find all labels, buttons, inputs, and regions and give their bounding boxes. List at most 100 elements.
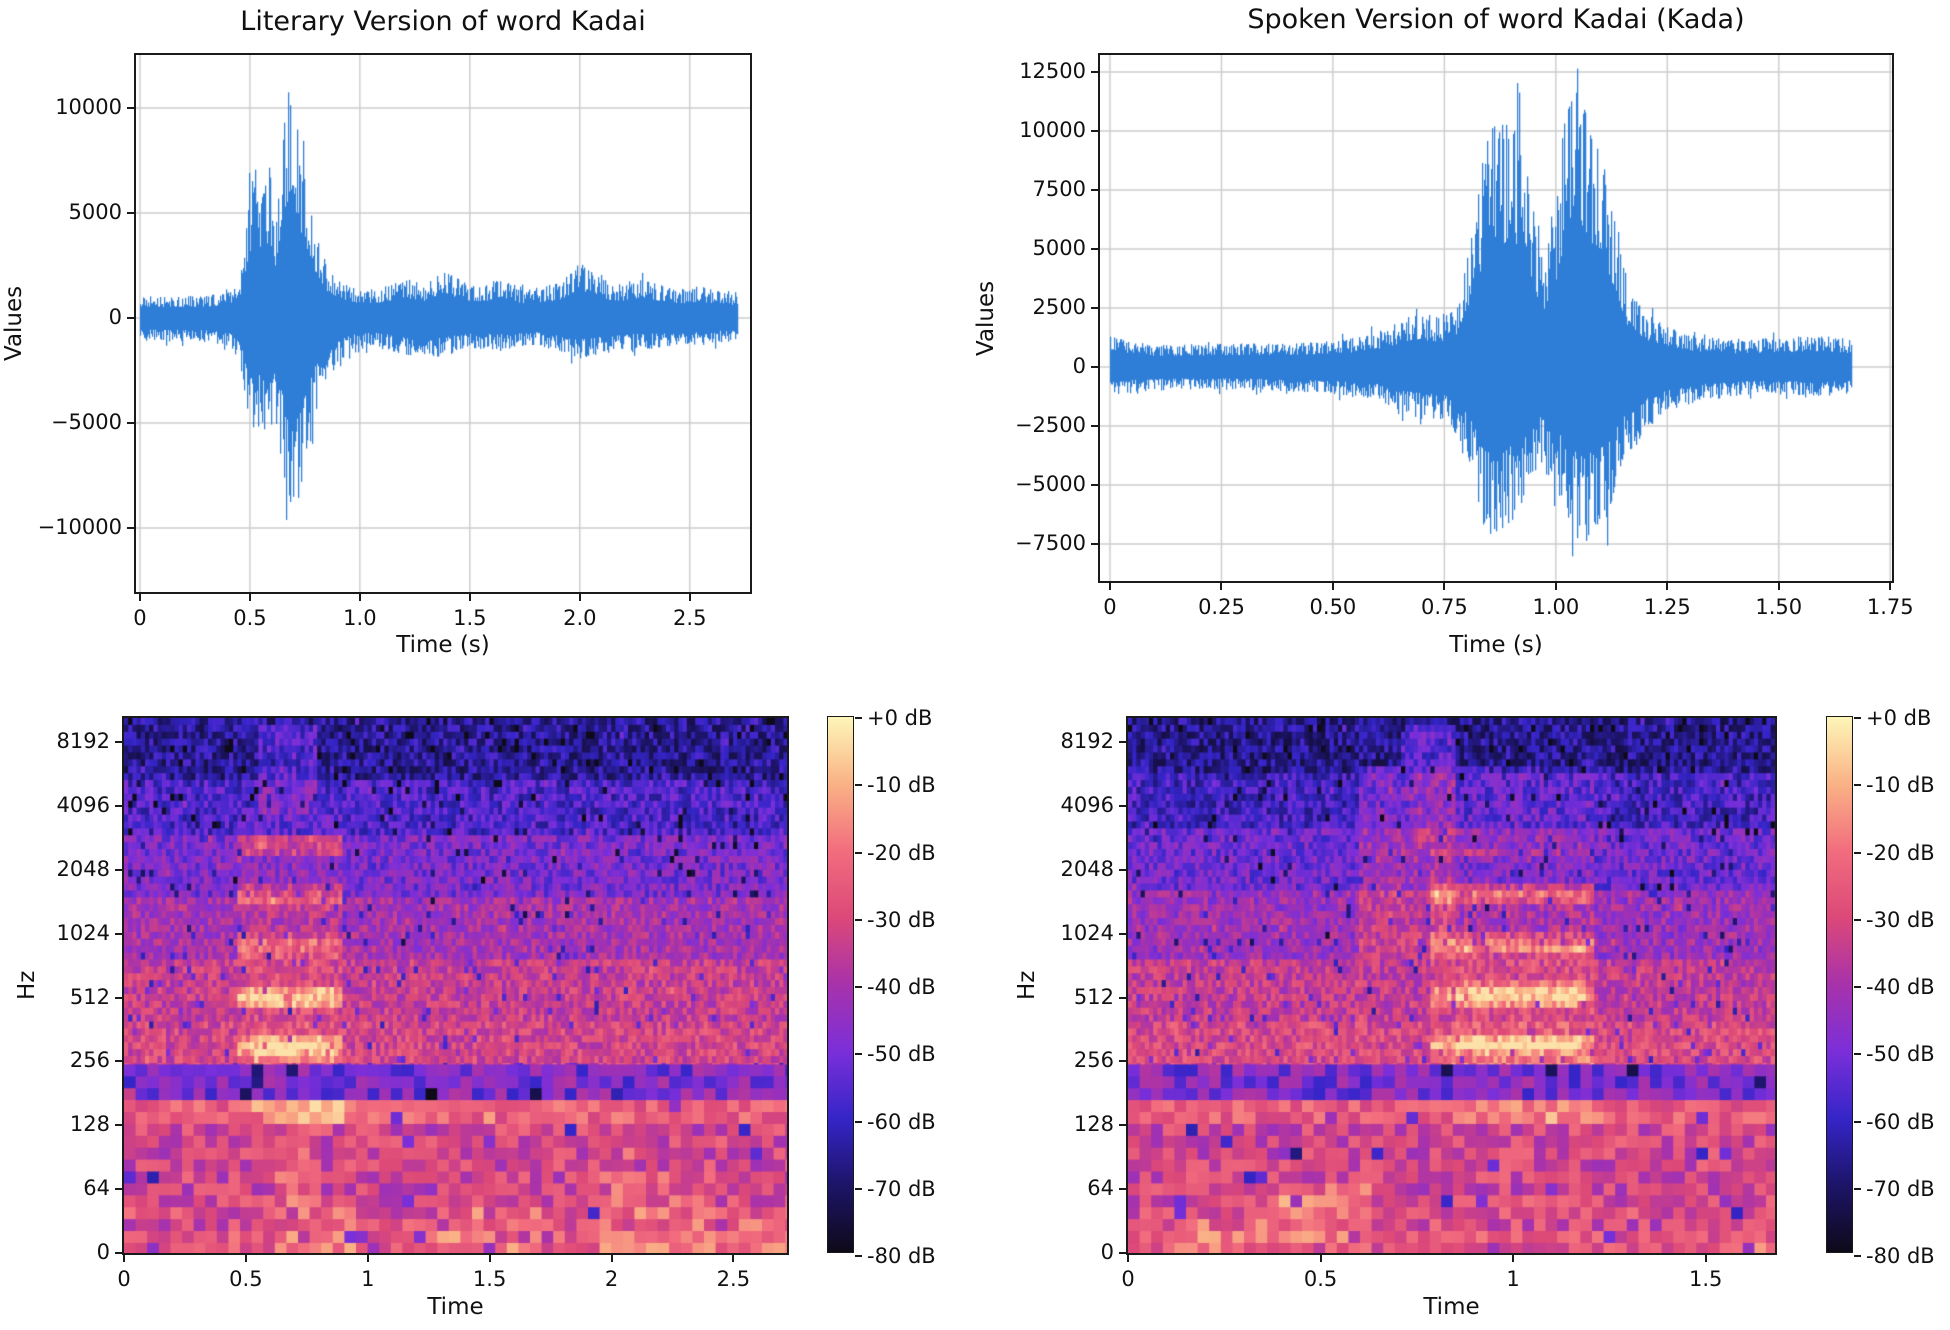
plot-title-literary-waveform: Literary Version of word Kadai	[240, 6, 646, 37]
x-tick-mark	[244, 1255, 247, 1262]
colorbar-tick-label: +0 dB	[867, 706, 933, 730]
x-tick-label: 1.5	[453, 606, 487, 630]
y-tick-mark	[127, 421, 134, 424]
y-tick-mark	[1119, 996, 1126, 999]
x-tick-label: 1	[1506, 1267, 1520, 1291]
x-tick-mark	[1889, 583, 1892, 590]
y-tick-mark	[115, 932, 122, 935]
y-tick-mark	[1119, 741, 1126, 743]
y-tick-label: 128	[69, 1112, 110, 1137]
x-tick-label: 0.5	[233, 606, 267, 630]
x-tick-label: 1.0	[343, 606, 377, 630]
x-tick-mark	[1554, 583, 1557, 590]
colorbar-tick-label: -50 dB	[1866, 1042, 1935, 1067]
waveform-plot-literary	[134, 53, 752, 594]
x-tick-label: 0.25	[1198, 595, 1245, 619]
colorbar-tick-label: -20 dB	[1866, 840, 1935, 865]
colorbar-tick-label: -80 dB	[1866, 1244, 1935, 1268]
y-tick-mark	[127, 107, 134, 109]
y-tick-mark	[1119, 932, 1126, 935]
colorbar-tick-mark	[855, 1187, 862, 1190]
y-tick-mark	[1091, 129, 1098, 132]
colorbar-tick-label: -50 dB	[867, 1042, 936, 1067]
x-tick-mark	[732, 1255, 735, 1262]
y-tick-label: 64	[83, 1176, 110, 1201]
spectrogram-plot-spoken	[1126, 716, 1777, 1255]
colorbar-tick-label: -20 dB	[867, 840, 936, 865]
waveform-canvas-spoken	[1100, 55, 1892, 581]
y-tick-label: 0	[108, 304, 122, 329]
y-tick-label: −5000	[1014, 471, 1086, 496]
x-tick-mark	[468, 594, 471, 601]
x-tick-label: 2.5	[716, 1267, 751, 1291]
colorbar-tick-label: -60 dB	[867, 1109, 936, 1134]
colorbar-tick-mark	[1854, 784, 1861, 787]
spectrogram-canvas-spoken	[1128, 718, 1775, 1253]
x-tick-mark	[488, 1255, 491, 1262]
y-tick-label: 4096	[1060, 792, 1114, 817]
colorbar-tick-label: -70 dB	[1866, 1176, 1935, 1201]
x-tick-mark	[610, 1255, 613, 1262]
y-tick-label: 7500	[1032, 176, 1086, 201]
x-tick-mark	[1704, 1255, 1707, 1262]
colorbar-tick-mark	[855, 1120, 862, 1123]
y-tick-label: 0	[1100, 1240, 1114, 1264]
y-tick-mark	[115, 1060, 122, 1063]
colorbar-tick-mark	[855, 986, 862, 988]
x-tick-mark	[578, 594, 581, 601]
colorbar-gradient-spoken	[1827, 717, 1852, 1252]
colorbar-tick-mark	[855, 918, 862, 921]
waveform-canvas-literary	[136, 55, 750, 592]
x-tick-mark	[1127, 1255, 1129, 1262]
y-tick-label: −7500	[1014, 530, 1086, 555]
colorbar-tick-mark	[1854, 986, 1861, 988]
y-tick-mark	[115, 868, 122, 871]
y-tick-label: 5000	[1032, 235, 1086, 260]
x-tick-label: 2.0	[563, 606, 597, 630]
y-axis-label-values-literary: Values	[1, 285, 27, 362]
y-tick-mark	[115, 1188, 122, 1191]
y-tick-mark	[1091, 483, 1098, 486]
colorbar-tick-label: +0 dB	[1866, 706, 1932, 730]
y-tick-label: 0	[1072, 353, 1086, 378]
y-tick-mark	[127, 526, 134, 529]
colorbar-gradient-literary	[828, 717, 853, 1252]
y-tick-label: 8192	[1060, 729, 1114, 753]
x-tick-mark	[358, 594, 361, 601]
y-tick-label: 5000	[68, 200, 122, 224]
y-tick-label: 512	[1073, 984, 1114, 1009]
x-tick-label: 0	[1121, 1267, 1135, 1291]
y-tick-mark	[1091, 70, 1098, 73]
y-tick-label: 256	[1073, 1048, 1114, 1073]
x-tick-label: 1.50	[1755, 595, 1803, 619]
x-axis-label-time-literary: Time (s)	[396, 632, 490, 658]
x-tick-mark	[138, 594, 141, 601]
y-tick-mark	[1119, 1188, 1126, 1191]
colorbar-tick-label: -40 dB	[1866, 975, 1935, 999]
y-tick-label: −5000	[50, 409, 122, 434]
y-tick-label: 2500	[1032, 294, 1086, 319]
y-tick-mark	[127, 316, 134, 319]
x-tick-mark	[1443, 583, 1446, 590]
y-tick-mark	[1119, 804, 1126, 807]
y-tick-mark	[115, 996, 122, 999]
colorbar-tick-mark	[855, 1053, 862, 1056]
colorbar-tick-label: -10 dB	[867, 773, 936, 798]
y-tick-label: 0	[96, 1240, 110, 1264]
y-tick-mark	[1119, 1252, 1126, 1254]
x-tick-mark	[1512, 1255, 1515, 1262]
x-tick-mark	[1666, 583, 1669, 590]
x-tick-label: 0.5	[229, 1267, 263, 1291]
colorbar-tick-mark	[855, 1255, 862, 1257]
y-tick-label: 1024	[56, 920, 110, 945]
colorbar-tick-mark	[1854, 1053, 1861, 1056]
x-tick-label: 0	[117, 1267, 131, 1291]
y-tick-label: 512	[69, 984, 110, 1009]
x-axis-label-time-spectrogram-literary: Time	[427, 1294, 484, 1320]
colorbar-tick-label: -60 dB	[1866, 1109, 1935, 1134]
y-tick-mark	[1119, 1060, 1126, 1063]
y-tick-mark	[1119, 868, 1126, 871]
y-tick-label: 8192	[56, 729, 110, 753]
x-tick-label: 0	[133, 606, 147, 630]
